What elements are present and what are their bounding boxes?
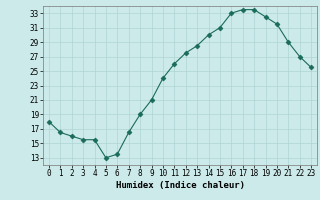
X-axis label: Humidex (Indice chaleur): Humidex (Indice chaleur): [116, 181, 244, 190]
